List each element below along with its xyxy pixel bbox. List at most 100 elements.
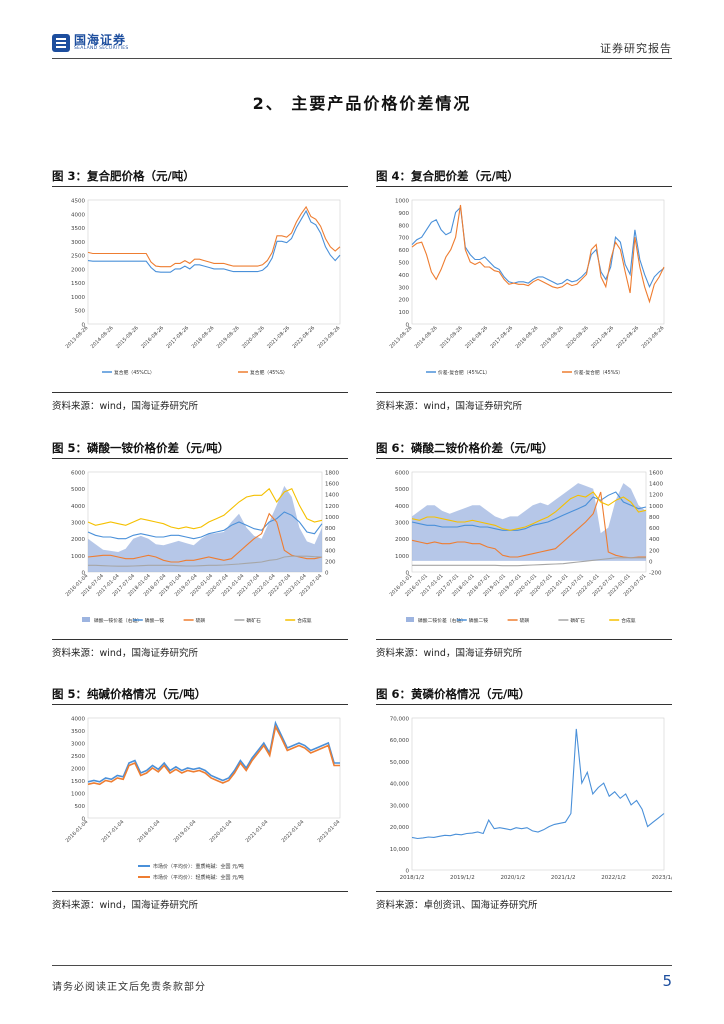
fig3-y-tick: 500 — [75, 309, 86, 315]
fig4-plot-frame — [411, 199, 665, 325]
fig6b-series-0 — [411, 728, 665, 840]
fig4-x-tick: 2019-08-26 — [540, 325, 565, 350]
fig3-x-tick: 2022-08-26 — [291, 325, 316, 350]
fig5b-y-tick: 2000 — [71, 767, 85, 773]
fig5a-series-3 — [88, 555, 323, 567]
fig6a-legend-label: 磷酸二铵 — [469, 617, 488, 624]
fig5a-legend-label: 合成氨 — [297, 617, 312, 624]
fig3-x-tick: 2023-08-26 — [317, 325, 342, 350]
fig6b-y-tick: 70,000 — [390, 717, 410, 723]
fig4-y-tick: 600 — [399, 248, 410, 254]
fig5a-series-0 — [88, 485, 322, 572]
fig3-series-0 — [87, 209, 341, 273]
fig6b-x-tick: 2021/1/2 — [551, 875, 576, 881]
fig3-plot-frame — [87, 199, 341, 325]
fig6a-y-tick: 4000 — [395, 504, 409, 510]
fig5b-legend-label: 市场价（平均价）：重质纯碱：全国 元/吨 — [153, 863, 244, 870]
header-rule — [52, 58, 672, 59]
fig4-y-tick: 100 — [399, 310, 410, 316]
fig6a-y-tick: 5000 — [395, 487, 409, 493]
fig5a-source: 资料来源：wind，国海证券研究所 — [52, 648, 198, 659]
fig6a-y2-tick: 400 — [649, 537, 660, 543]
fig3-x-tick: 2018-08-26 — [191, 325, 216, 350]
fig6b-y-tick: 50,000 — [390, 760, 410, 766]
fig6b-plot-frame — [411, 717, 665, 871]
fig6a-title-rule — [376, 458, 672, 459]
fig4-chart: 100090080070060050040030020010002013-08-… — [389, 199, 666, 377]
fig5a-y2-tick: 1600 — [325, 482, 339, 488]
fig5a-y2-tick: 200 — [325, 559, 336, 565]
fig5a-series-1 — [87, 511, 323, 540]
fig4-source: 资料来源：wind，国海证券研究所 — [376, 401, 522, 412]
fig5a-y-tick: 4000 — [71, 504, 85, 510]
footer-rule — [52, 965, 672, 966]
fig5b-title: 图 5：纯碱价格情况（元/吨） — [52, 687, 207, 701]
fig6b-y-tick: 0 — [406, 869, 410, 875]
fig5b-x-tick: 2022-01-04 — [281, 819, 306, 844]
fig6a-legend-label: 合成氨 — [621, 617, 636, 624]
fig5b-plot-frame — [87, 717, 341, 819]
fig5a-y-tick: 3000 — [71, 521, 85, 527]
fig3-x-tick: 2020-08-26 — [241, 325, 266, 350]
fig5b-y-tick: 1500 — [71, 779, 85, 785]
fig6a-y2-tick: 600 — [649, 526, 660, 532]
fig6a-title: 图 6：磷酸二铵价格价差（元/吨） — [376, 441, 554, 455]
fig6b-y-tick: 40,000 — [390, 782, 410, 788]
fig5a-legend-label: 硫磺 — [196, 617, 206, 624]
fig6b-source-rule — [376, 891, 672, 892]
fig4-legend-label: 价差-复合肥（45%CL） — [438, 369, 490, 376]
fig6a-series-2 — [411, 491, 646, 559]
fig5a-y2-tick: 800 — [325, 526, 336, 532]
fig6a-series-4 — [411, 491, 647, 531]
fig5b-x-tick: 2021-01-04 — [245, 819, 270, 844]
fig4-x-tick: 2021-08-26 — [590, 325, 615, 350]
fig5b-x-tick: 2023-01-04 — [317, 819, 342, 844]
fig5a-series-4 — [87, 487, 323, 530]
fig6a-legend-label: 磷酸二铵价差（右轴） — [418, 617, 466, 624]
fig4-x-tick: 2022-08-26 — [615, 325, 640, 350]
fig6a-y2-tick: 1400 — [649, 482, 663, 488]
fig5a-series-2 — [87, 512, 323, 563]
fig6a-y2-tick: 1200 — [649, 493, 663, 499]
fig5b-series-0 — [87, 720, 340, 783]
fig6a-legend-label: 磷矿石 — [570, 617, 585, 624]
fig5a-y2-tick: 1000 — [325, 515, 339, 521]
fig3-y-tick: 1500 — [71, 281, 85, 287]
fig6a-source-rule — [376, 639, 672, 640]
fig6b-y-tick: 10,000 — [390, 847, 410, 853]
fig5b-x-tick: 2016-01-04 — [65, 819, 90, 844]
fig3-x-tick: 2015-08-26 — [115, 325, 140, 350]
fig3-y-tick: 3500 — [71, 226, 85, 232]
fig5b-legend-label: 市场价（平均价）：轻质纯碱：全国 元/吨 — [153, 874, 244, 881]
fig4-y-tick: 900 — [399, 211, 410, 217]
fig5a-legend-swatch — [82, 617, 90, 622]
fig3-title: 图 3：复合肥价格（元/吨） — [52, 169, 195, 183]
fig6a-series-1 — [411, 491, 647, 531]
fig3-x-tick: 2019-08-26 — [216, 325, 241, 350]
fig3-x-tick: 2021-08-26 — [266, 325, 291, 350]
fig3-source-rule — [52, 392, 348, 393]
fig5b-x-tick: 2017-01-04 — [101, 819, 126, 844]
fig6a-y-tick: 2000 — [395, 537, 409, 543]
fig5a-y2-tick: 600 — [325, 537, 336, 543]
fig6b-source: 资料来源：卓创资讯、国海证券研究所 — [376, 900, 538, 911]
fig4-x-tick: 2018-08-26 — [515, 325, 540, 350]
fig4-title-rule — [376, 186, 672, 187]
fig5b-y-tick: 500 — [75, 804, 86, 810]
fig5b-series-1 — [87, 724, 340, 786]
fig5b-source: 资料来源：wind，国海证券研究所 — [52, 900, 198, 911]
fig3-x-tick: 2013-08-26 — [65, 325, 90, 350]
fig6a-legend-swatch — [406, 617, 414, 622]
fig4-y-tick: 500 — [399, 261, 410, 267]
fig4-source-rule — [376, 392, 672, 393]
fig5a-legend-label: 磷矿石 — [246, 617, 261, 624]
fig3-legend-label: 复合肥（45%CL） — [114, 369, 155, 376]
fig6b-y-tick: 30,000 — [390, 803, 410, 809]
page-number: 5 — [662, 972, 672, 990]
fig5b-x-tick: 2019-01-04 — [173, 819, 198, 844]
fig6b-y-tick: 20,000 — [390, 825, 410, 831]
section-title: 2、 主要产品价格价差情况 — [252, 94, 472, 113]
fig3-y-tick: 2500 — [71, 254, 85, 260]
fig6b-title: 图 6：黄磷价格情况（元/吨） — [376, 687, 531, 701]
fig6a-y-tick: 3000 — [395, 521, 409, 527]
